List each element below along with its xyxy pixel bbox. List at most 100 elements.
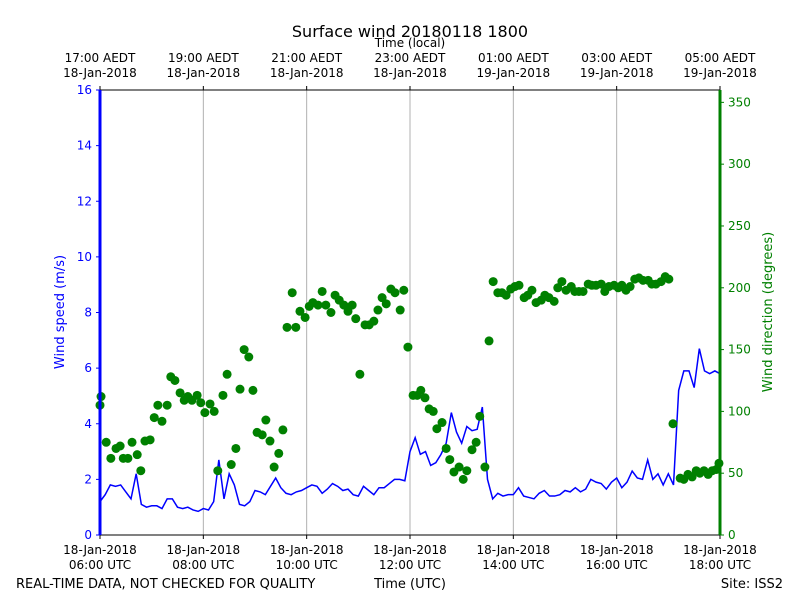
direction-point — [416, 385, 426, 395]
direction-point — [454, 462, 464, 472]
direction-point — [287, 288, 297, 298]
x-axis-label: Time (UTC) — [373, 577, 446, 592]
x2-axis-label: Time (local) — [374, 36, 446, 50]
y-tick-label: 2 — [84, 472, 92, 486]
direction-point — [390, 288, 400, 298]
x-tick-label: 18-Jan-2018 06:00 UTC — [63, 543, 137, 572]
direction-point — [282, 322, 292, 332]
x2-tick-label-line: 18-Jan-2018 — [373, 66, 447, 80]
direction-point — [261, 415, 271, 425]
x-tick-label: 18-Jan-2018 12:00 UTC — [373, 543, 447, 572]
direction-point — [278, 425, 288, 435]
direction-point — [127, 437, 137, 447]
x2-tick-label-line: 21:00 AEDT — [271, 51, 342, 65]
direction-point — [209, 406, 219, 416]
y2-tick-label: 0 — [728, 528, 736, 542]
x-tick-label-line: 10:00 UTC — [276, 558, 338, 572]
direction-point — [291, 322, 301, 332]
footer-note: REAL-TIME DATA, NOT CHECKED FOR QUALITY — [16, 577, 315, 592]
x2-tick-label-line: 17:00 AEDT — [65, 51, 136, 65]
x2-tick-label-line: 19-Jan-2018 — [683, 66, 757, 80]
x2-tick-label-line: 18-Jan-2018 — [63, 66, 137, 80]
direction-point — [488, 277, 498, 287]
direction-point — [462, 466, 472, 476]
y2-tick-label: 100 — [728, 404, 751, 418]
direction-point — [664, 274, 674, 284]
direction-point — [326, 308, 336, 317]
x2-tick-label: 23:00 AEDT 18-Jan-2018 — [373, 51, 447, 80]
direction-point — [399, 285, 409, 295]
x2-tick-label-line: 03:00 AEDT — [581, 51, 652, 65]
y-tick-label: 12 — [77, 194, 92, 208]
x2-tick-label-line: 23:00 AEDT — [375, 51, 446, 65]
y-axis-label: Wind speed (m/s) — [53, 255, 68, 369]
x2-tick-label-line: 05:00 AEDT — [685, 51, 756, 65]
y-tick-label: 16 — [77, 83, 92, 97]
direction-point — [192, 390, 202, 400]
direction-point — [175, 388, 185, 398]
x2-tick-label-line: 19-Jan-2018 — [477, 66, 551, 80]
y-tick-label: 4 — [84, 417, 92, 431]
x-tick-label-line: 06:00 UTC — [69, 558, 131, 572]
direction-point — [145, 435, 155, 445]
y-tick-label: 14 — [77, 139, 92, 153]
direction-point — [480, 462, 490, 472]
x-tick-label-line: 18-Jan-2018 — [63, 543, 137, 557]
x-tick-label-line: 16:00 UTC — [586, 558, 648, 572]
direction-point — [239, 345, 249, 355]
direction-point — [196, 398, 206, 408]
x2-tick-label: 01:00 AEDT 19-Jan-2018 — [477, 51, 551, 80]
direction-point — [432, 424, 442, 434]
direction-point — [458, 474, 468, 484]
direction-point — [373, 305, 383, 315]
direction-point — [321, 300, 331, 310]
direction-point — [123, 453, 133, 463]
x-tick-label-line: 08:00 UTC — [172, 558, 234, 572]
y2-tick-label: 250 — [728, 219, 751, 233]
direction-point — [257, 430, 267, 440]
direction-point — [157, 416, 167, 426]
direction-point — [200, 408, 210, 418]
x2-tick-label: 17:00 AEDT 18-Jan-2018 — [63, 51, 137, 80]
x-tick-label-line: 18:00 UTC — [689, 558, 751, 572]
direction-point — [205, 399, 215, 409]
x-tick-label-line: 18-Jan-2018 — [580, 543, 654, 557]
x2-tick-label-line: 01:00 AEDT — [478, 51, 549, 65]
direction-point — [369, 316, 379, 326]
y2-tick-label: 50 — [728, 466, 743, 480]
direction-point — [428, 406, 438, 416]
direction-point — [445, 455, 455, 465]
site-label: Site: ISS2 — [721, 577, 783, 592]
x-tick-label: 18-Jan-2018 10:00 UTC — [270, 543, 344, 572]
direction-point — [295, 306, 305, 316]
x-tick-label-line: 12:00 UTC — [379, 558, 441, 572]
y2-tick-label: 150 — [728, 343, 751, 357]
direction-point — [668, 419, 678, 429]
x-tick-label-line: 14:00 UTC — [482, 558, 544, 572]
y-tick-label: 8 — [84, 306, 92, 320]
direction-point — [115, 441, 125, 451]
y-tick-label: 6 — [84, 361, 92, 375]
y2-tick-label: 300 — [728, 157, 751, 171]
direction-point — [351, 314, 361, 324]
x2-tick-label-line: 19:00 AEDT — [168, 51, 239, 65]
direction-point — [218, 390, 228, 400]
direction-point — [153, 400, 163, 410]
speed-line — [99, 348, 721, 513]
direction-point — [625, 282, 635, 292]
x-tick-label-line: 18-Jan-2018 — [683, 543, 757, 557]
direction-point — [265, 436, 275, 446]
direction-point — [395, 305, 405, 315]
direction-point — [347, 300, 357, 310]
y2-tick-label: 200 — [728, 281, 751, 295]
chart-title: Surface wind 20180118 1800 — [292, 22, 528, 41]
direction-point — [274, 448, 284, 458]
direction-point — [300, 312, 310, 322]
direction-point — [441, 443, 451, 453]
direction-point — [213, 466, 223, 476]
x-tick-label: 18-Jan-2018 08:00 UTC — [167, 543, 241, 572]
direction-point — [420, 393, 430, 403]
x-tick-label: 18-Jan-2018 18:00 UTC — [683, 543, 757, 572]
x2-tick-label: 21:00 AEDT 18-Jan-2018 — [270, 51, 344, 80]
